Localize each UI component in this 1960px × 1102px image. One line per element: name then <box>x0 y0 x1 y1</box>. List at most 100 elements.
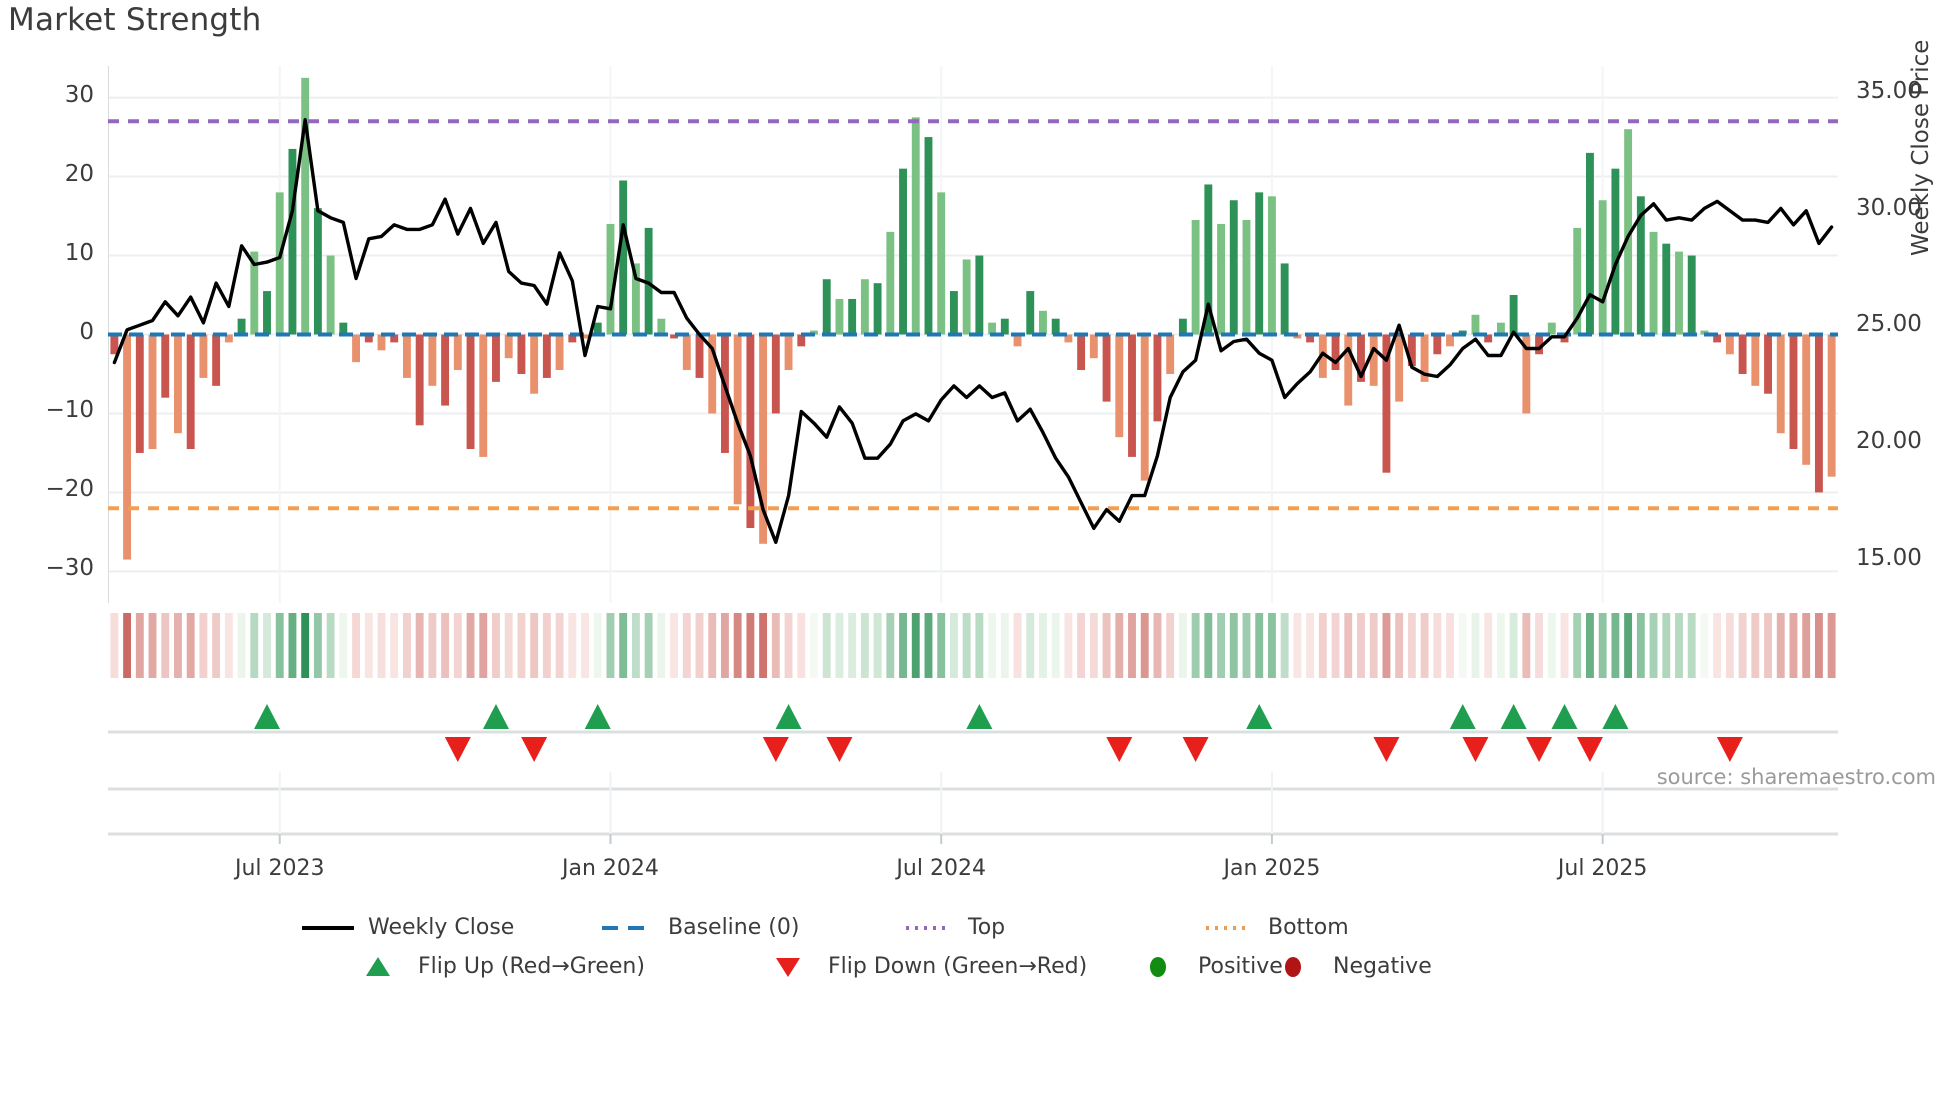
strength-bar <box>339 322 348 335</box>
strength-bar <box>492 334 500 382</box>
heatmap-cell <box>1077 613 1086 678</box>
y-tick-right: 15.00 <box>1856 544 1922 571</box>
y-tick-left: −20 <box>45 476 94 503</box>
heatmap-cell <box>517 613 526 678</box>
strength-bar <box>1725 334 1734 355</box>
y-tick-right: 35.00 <box>1856 78 1922 105</box>
legend-item-top[interactable]: Top <box>900 915 1005 940</box>
heatmap-cell <box>1560 613 1569 678</box>
flip-down-marker <box>762 737 789 762</box>
heatmap-cell <box>1000 613 1009 678</box>
legend-item-weekly-close[interactable]: Weekly Close <box>300 915 514 940</box>
heatmap-cell <box>326 613 335 678</box>
strength-bar <box>708 334 717 414</box>
strength-bar <box>110 334 119 355</box>
legend-row-1: Weekly Close Baseline (0) Top Bottom <box>0 915 1960 954</box>
strength-bar <box>1204 184 1213 335</box>
strength-bar <box>746 334 755 528</box>
heatmap-cell <box>1764 613 1772 678</box>
strength-bar <box>848 298 857 335</box>
strength-bar <box>263 291 271 335</box>
heatmap-cell <box>1280 613 1289 678</box>
heatmap-cell <box>1776 613 1785 678</box>
heatmap-cell <box>581 613 589 678</box>
strength-bar <box>581 334 589 339</box>
flip-up-marker <box>1500 704 1527 729</box>
legend-item-negative[interactable]: Negative <box>1265 954 1432 979</box>
heatmap-cell <box>1700 613 1709 678</box>
strength-bar <box>1344 334 1353 406</box>
strength-bar <box>1547 322 1556 335</box>
heatmap-cell <box>123 613 132 678</box>
flip-up-marker <box>482 704 509 729</box>
strength-bar <box>123 334 132 560</box>
strength-bar <box>1153 334 1162 422</box>
bottom-axis-rules <box>108 772 1838 852</box>
strength-bar <box>441 334 450 406</box>
legend-item-positive[interactable]: Positive <box>1130 954 1283 979</box>
strength-bar <box>453 334 462 371</box>
strength-bar <box>1039 310 1047 335</box>
strength-bar <box>466 334 475 450</box>
strength-bar <box>644 227 653 335</box>
legend-item-flip-down-green-red[interactable]: Flip Down (Green→Red) <box>760 954 1087 979</box>
strength-bar <box>670 334 679 339</box>
heatmap-cell <box>1331 613 1340 678</box>
heatmap-cell <box>1586 613 1594 678</box>
flip-up-marker <box>254 704 281 729</box>
heatmap-cell <box>606 613 615 678</box>
heatmap-cell <box>568 613 577 678</box>
flip-up-marker <box>966 704 993 729</box>
solid-line-icon <box>300 917 356 939</box>
flip-down-marker <box>1576 737 1603 762</box>
heatmap-cell <box>721 613 729 678</box>
heatmap-cell <box>1535 613 1544 678</box>
heatmap-cell <box>1115 613 1124 678</box>
heatmap-cell <box>1725 613 1734 678</box>
legend-item-label: Bottom <box>1268 915 1349 940</box>
legend-item-label: Flip Up (Red→Green) <box>418 954 645 979</box>
heatmap-cell <box>1318 613 1327 678</box>
y-tick-left: 30 <box>64 81 94 108</box>
heatmap-cell <box>1217 613 1225 678</box>
strength-bar <box>326 255 335 335</box>
y-tick-right: 25.00 <box>1856 311 1922 338</box>
legend-item-baseline-0[interactable]: Baseline (0) <box>600 915 799 940</box>
heatmap-cell <box>1471 613 1480 678</box>
heatmap-cell <box>1242 613 1251 678</box>
flip-down-marker <box>521 737 548 762</box>
strength-bar <box>1166 334 1175 374</box>
strength-bar <box>1675 251 1683 335</box>
heatmap-cell <box>644 613 653 678</box>
strength-bar <box>962 259 971 335</box>
legend-item-bottom[interactable]: Bottom <box>1200 915 1349 940</box>
strength-bar <box>1814 334 1823 493</box>
page-title: Market Strength <box>8 2 262 38</box>
strength-bar <box>1624 129 1633 335</box>
strength-bar <box>1191 219 1200 335</box>
strength-bar <box>1789 334 1798 450</box>
heatmap-cell <box>1064 613 1073 678</box>
strength-bar <box>224 334 233 343</box>
heatmap-cell <box>1357 613 1365 678</box>
strength-bar <box>1446 334 1454 347</box>
strength-bar <box>759 334 768 544</box>
strength-bar <box>530 334 539 394</box>
heatmap-cell <box>1026 613 1035 678</box>
heatmap-cell <box>746 613 755 678</box>
flip-up-marker <box>1551 704 1578 729</box>
heatmap-cell <box>263 613 271 678</box>
strength-bar <box>949 291 958 335</box>
chart-canvas <box>108 66 1838 603</box>
legend-item-flip-up-red-green[interactable]: Flip Up (Red→Green) <box>350 954 645 979</box>
heatmap-cell <box>1496 613 1505 678</box>
heatmap-cell <box>313 613 322 678</box>
strength-bar <box>606 223 615 335</box>
heatmap-cell <box>708 613 717 678</box>
heatmap-cell <box>657 613 666 678</box>
heatmap-cell <box>759 613 768 678</box>
heatmap-cell <box>530 613 539 678</box>
legend-item-label: Flip Down (Green→Red) <box>828 954 1088 979</box>
strength-bar <box>402 334 411 378</box>
heatmap-cell <box>949 613 958 678</box>
